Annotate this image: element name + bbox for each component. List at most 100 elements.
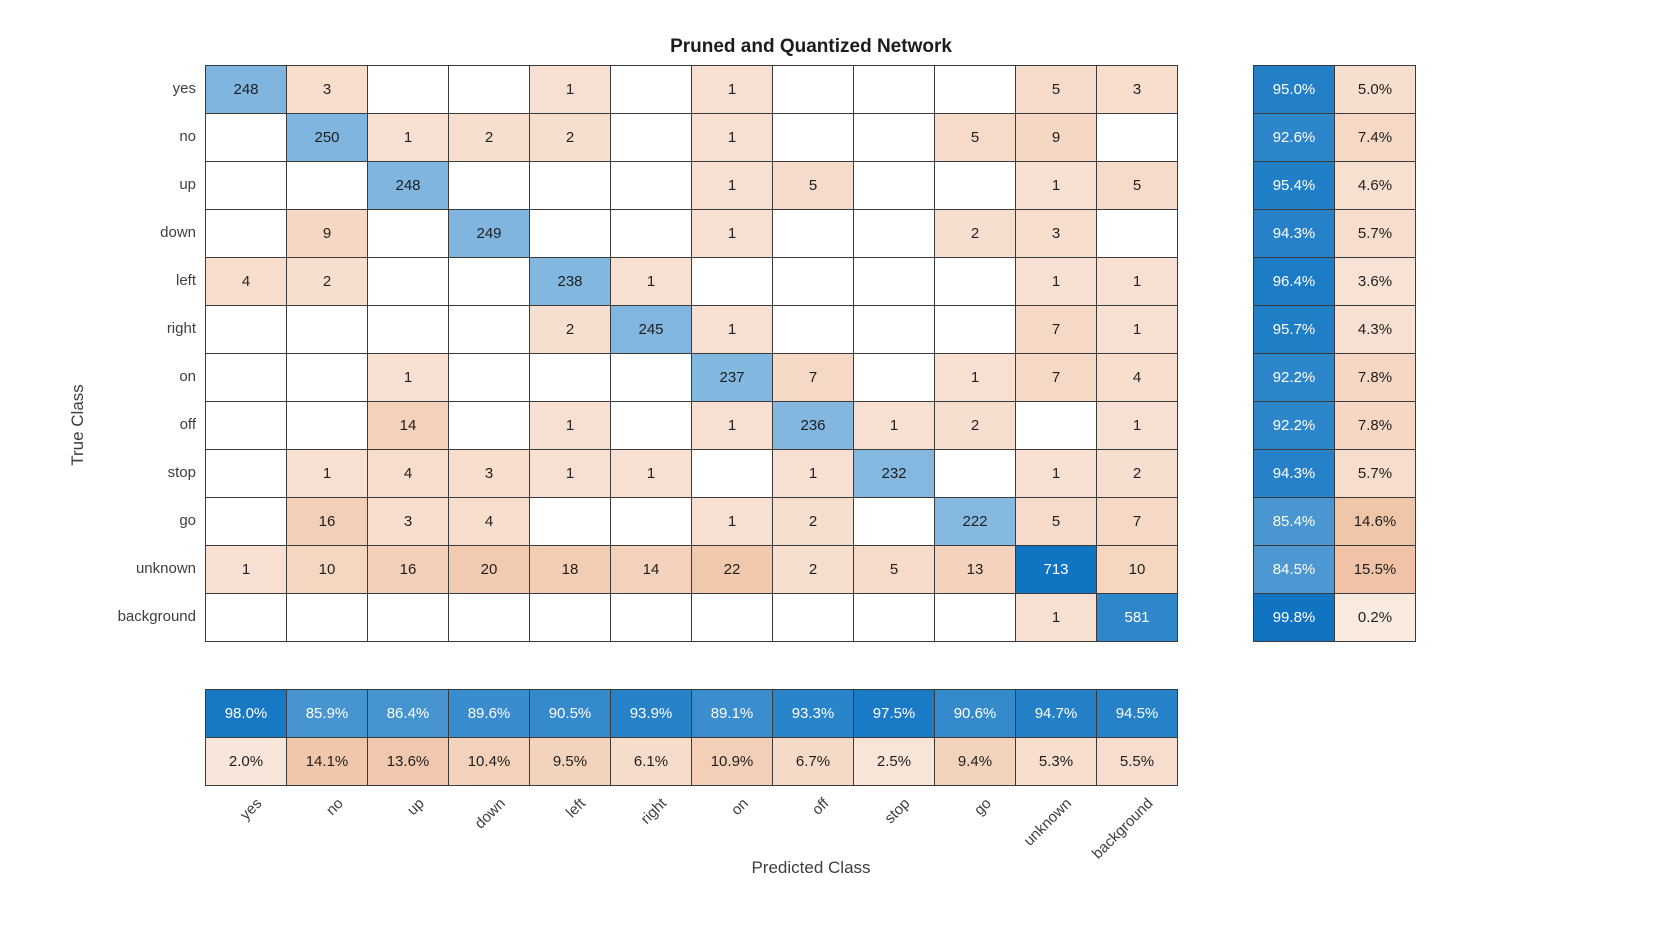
matrix-cell-empty xyxy=(854,162,935,210)
matrix-cell: 1 xyxy=(530,402,611,450)
col-summary-incorrect-cell: 10.4% xyxy=(449,738,530,786)
matrix-cell: 2 xyxy=(773,498,854,546)
matrix-cell-empty xyxy=(368,66,449,114)
col-summary-incorrect-cell: 9.4% xyxy=(935,738,1016,786)
column-label: off xyxy=(808,795,833,819)
matrix-cell-empty xyxy=(692,594,773,642)
matrix-cell-empty xyxy=(206,162,287,210)
matrix-cell-empty xyxy=(692,258,773,306)
matrix-cell-diagonal: 232 xyxy=(854,450,935,498)
matrix-cell: 1 xyxy=(368,114,449,162)
column-label: up xyxy=(403,795,428,819)
row-summary-correct-cell: 84.5% xyxy=(1254,546,1335,594)
row-summary-incorrect-cell: 15.5% xyxy=(1335,546,1416,594)
matrix-cell-empty xyxy=(611,354,692,402)
matrix-cell: 2 xyxy=(530,306,611,354)
matrix-cell: 2 xyxy=(287,258,368,306)
x-axis-label: Predicted Class xyxy=(751,858,871,877)
matrix-cell: 1 xyxy=(530,450,611,498)
column-summary-grid: 98.0% 85.9% 86.4% 89.6% 90.5% 93.9% 89.1% 93.3%… xyxy=(205,689,1178,786)
matrix-cell: 3 xyxy=(1016,210,1097,258)
row-summary-correct-cell: 92.2% xyxy=(1254,354,1335,402)
matrix-cell-diagonal: 245 xyxy=(611,306,692,354)
matrix-cell: 1 xyxy=(935,354,1016,402)
matrix-cell-empty xyxy=(692,450,773,498)
matrix-cell: 1 xyxy=(530,66,611,114)
matrix-cell-empty xyxy=(773,306,854,354)
column-label: left xyxy=(563,795,590,822)
col-summary-correct-cell: 94.7% xyxy=(1016,690,1097,738)
row-summary-correct-cell: 85.4% xyxy=(1254,498,1335,546)
col-summary-incorrect-cell: 13.6% xyxy=(368,738,449,786)
matrix-cell-diagonal: 248 xyxy=(368,162,449,210)
matrix-cell: 5 xyxy=(1016,498,1097,546)
matrix-cell: 1 xyxy=(854,402,935,450)
col-summary-correct-cell: 90.6% xyxy=(935,690,1016,738)
matrix-cell-empty xyxy=(611,162,692,210)
column-label: down xyxy=(471,795,509,833)
matrix-cell-empty xyxy=(773,114,854,162)
matrix-cell-empty xyxy=(287,306,368,354)
matrix-cell: 5 xyxy=(1097,162,1178,210)
row-label: no xyxy=(179,128,196,145)
matrix-cell-empty xyxy=(854,66,935,114)
matrix-cell-empty xyxy=(854,498,935,546)
matrix-cell: 14 xyxy=(611,546,692,594)
matrix-cell-empty xyxy=(530,354,611,402)
matrix-cell-empty xyxy=(449,66,530,114)
row-summary-correct-cell: 94.3% xyxy=(1254,210,1335,258)
matrix-cell: 1 xyxy=(1016,594,1097,642)
matrix-cell: 2 xyxy=(935,210,1016,258)
col-summary-correct-cell: 85.9% xyxy=(287,690,368,738)
matrix-cell-empty xyxy=(854,306,935,354)
matrix-cell: 1 xyxy=(206,546,287,594)
matrix-cell: 1 xyxy=(1016,258,1097,306)
row-summary-incorrect-cell: 4.3% xyxy=(1335,306,1416,354)
matrix-cell-diagonal: 248 xyxy=(206,66,287,114)
col-summary-correct-cell: 89.6% xyxy=(449,690,530,738)
matrix-cell: 1 xyxy=(611,450,692,498)
col-summary-incorrect-cell: 5.5% xyxy=(1097,738,1178,786)
col-summary-correct-cell: 94.5% xyxy=(1097,690,1178,738)
matrix-cell: 1 xyxy=(1097,402,1178,450)
col-summary-incorrect-cell: 5.3% xyxy=(1016,738,1097,786)
row-summary-correct-cell: 92.2% xyxy=(1254,402,1335,450)
row-summary-correct-cell: 95.7% xyxy=(1254,306,1335,354)
matrix-cell: 3 xyxy=(287,66,368,114)
matrix-cell: 1 xyxy=(692,306,773,354)
matrix-cell-empty xyxy=(368,258,449,306)
col-summary-correct-cell: 93.3% xyxy=(773,690,854,738)
matrix-cell-empty xyxy=(449,306,530,354)
matrix-cell: 2 xyxy=(935,402,1016,450)
row-summary-correct-cell: 96.4% xyxy=(1254,258,1335,306)
matrix-cell-diagonal: 250 xyxy=(287,114,368,162)
matrix-cell: 1 xyxy=(692,114,773,162)
matrix-cell: 1 xyxy=(1097,306,1178,354)
matrix-cell-empty xyxy=(611,66,692,114)
matrix-cell: 13 xyxy=(935,546,1016,594)
matrix-cell: 1 xyxy=(287,450,368,498)
matrix-cell-empty xyxy=(287,402,368,450)
matrix-cell-diagonal: 222 xyxy=(935,498,1016,546)
matrix-cell: 2 xyxy=(449,114,530,162)
matrix-cell-empty xyxy=(935,450,1016,498)
matrix-cell: 7 xyxy=(773,354,854,402)
matrix-cell: 10 xyxy=(287,546,368,594)
matrix-cell: 3 xyxy=(449,450,530,498)
matrix-cell-empty xyxy=(449,594,530,642)
col-summary-incorrect-cell: 2.0% xyxy=(206,738,287,786)
matrix-cell: 5 xyxy=(854,546,935,594)
matrix-cell-empty xyxy=(206,594,287,642)
matrix-cell: 4 xyxy=(206,258,287,306)
matrix-cell-empty xyxy=(530,498,611,546)
matrix-cell: 2 xyxy=(530,114,611,162)
matrix-cell-empty xyxy=(449,402,530,450)
matrix-cell-empty xyxy=(206,114,287,162)
row-label: down xyxy=(160,224,196,241)
row-summary-incorrect-cell: 5.7% xyxy=(1335,210,1416,258)
col-summary-incorrect-cell: 9.5% xyxy=(530,738,611,786)
matrix-cell-empty xyxy=(206,498,287,546)
matrix-cell-diagonal: 249 xyxy=(449,210,530,258)
col-summary-correct-cell: 89.1% xyxy=(692,690,773,738)
row-summary-correct-cell: 95.4% xyxy=(1254,162,1335,210)
